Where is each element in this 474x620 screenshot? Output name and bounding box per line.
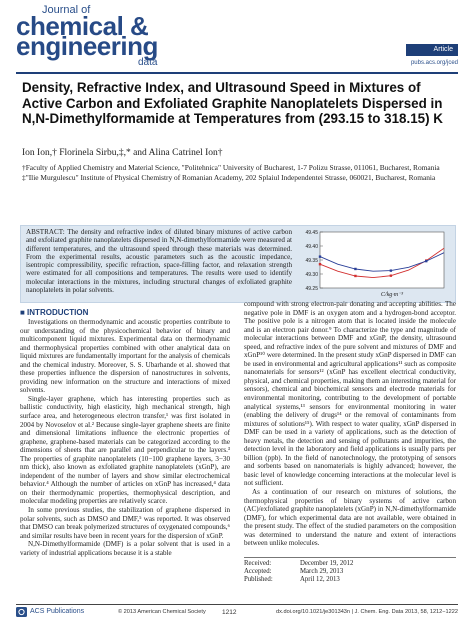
page-number: 1212	[222, 609, 237, 616]
toc-graphic-chart: 49.45 49.40 49.35 49.30 49.25 C/kg·m⁻³	[305, 230, 445, 298]
x-axis-label: C/kg·m⁻³	[381, 292, 403, 298]
series-point-1	[354, 267, 357, 271]
y-tick-label: 49.40	[305, 244, 318, 250]
series-point-1	[389, 269, 393, 272]
introduction-heading: ■ INTRODUCTION	[20, 308, 89, 317]
dates-rule	[244, 557, 456, 558]
publication-dates: Received: December 19, 2012 Accepted: Marc…	[244, 560, 456, 585]
paragraph: compound with strong electron-pair donat…	[244, 300, 456, 488]
journal-logo-line1: Journal of	[42, 4, 91, 16]
y-tick-label: 49.25	[305, 286, 318, 292]
article-badge: Article	[406, 44, 458, 56]
doi-citation[interactable]: dx.doi.org/10.1021/je301343n | J. Chem. …	[276, 609, 458, 615]
body-column-left: Investigations on thermodynamic and acou…	[20, 318, 230, 557]
series-point-1	[425, 259, 428, 263]
paragraph: Investigations on thermodynamic and acou…	[20, 318, 230, 395]
y-tick-label: 49.45	[305, 230, 318, 236]
footer-rule	[16, 604, 458, 605]
journal-logo-line3: engineering	[16, 31, 158, 61]
journal-logo-line4: data	[138, 57, 158, 68]
affiliation-2: ‡"Ilie Murgulescu" Institute of Physical…	[22, 172, 436, 182]
plot-area	[319, 231, 445, 289]
series-point-0	[354, 274, 357, 278]
paragraph: N,N-Dimethylformamide (DMF) is a polar s…	[20, 540, 230, 557]
series-point-0	[389, 274, 393, 277]
publisher-name: ACS Publications	[30, 608, 85, 615]
journal-url[interactable]: pubs.acs.org/jced	[410, 60, 458, 66]
header-rule	[16, 72, 458, 74]
y-tick-label: 49.35	[305, 258, 318, 264]
series-point-0	[318, 263, 322, 266]
acs-logo-icon	[16, 607, 27, 617]
abstract-text: ABSTRACT: The density and refractive ind…	[26, 228, 292, 294]
copyright-notice: © 2013 American Chemical Society	[118, 609, 206, 615]
date-row-received: Received: December 19, 2012	[244, 560, 354, 567]
y-tick-label: 49.30	[305, 272, 318, 278]
date-row-published: Published: April 12, 2013	[244, 576, 340, 584]
paper-title: Density, Refractive Index, and Ultrasoun…	[22, 80, 443, 126]
series-line-1	[319, 252, 445, 272]
series-point-1	[318, 255, 322, 258]
page-footer: ACS Publications © 2013 American Chemica…	[16, 607, 458, 618]
affiliation-1: †Faculty of Applied Chemistry and Materi…	[22, 163, 440, 172]
journal-logo-line2: chemical &	[16, 11, 149, 41]
body-column-right: compound with strong electron-pair donat…	[244, 300, 456, 548]
paragraph: Single-layer graphene, which has interes…	[20, 394, 230, 506]
paragraph: As a continuation of our research on mix…	[244, 488, 456, 548]
date-row-accepted: Accepted: March 29, 2013	[244, 568, 344, 576]
affiliations: †Faculty of Applied Chemistry and Materi…	[22, 163, 462, 182]
journal-logo: Journal of chemical & engineering data	[16, 4, 191, 72]
paragraph: In some previous studies, the stabilizat…	[20, 506, 230, 540]
author-list: Ion Ion,† Florinela Sirbu,‡,* and Alina …	[22, 148, 223, 158]
